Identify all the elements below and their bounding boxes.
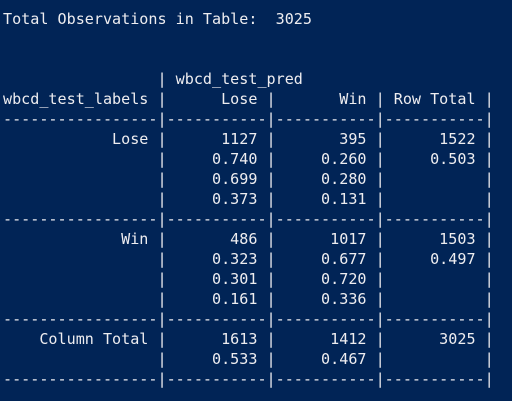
crosstab-row-lose-table-proportions: | 0.373 | 0.131 | |: [3, 190, 494, 208]
crosstab-row-lose-col-proportions: | 0.699 | 0.280 | |: [3, 170, 494, 188]
crosstab-separator: -----------------|-----------|----------…: [3, 310, 494, 328]
crosstab-column-total-proportions: | 0.533 | 0.467 | |: [3, 350, 494, 368]
crosstab-separator: -----------------|-----------|----------…: [3, 370, 494, 388]
blank-line: [3, 29, 512, 49]
crosstab-row-lose-counts: Lose | 1127 | 395 | 1522 |: [3, 130, 494, 148]
crosstab-column-total-counts: Column Total | 1613 | 1412 | 3025 |: [3, 330, 494, 348]
crosstab-separator: -----------------|-----------|----------…: [3, 210, 494, 228]
total-observations-line: Total Observations in Table: 3025: [3, 10, 312, 28]
crosstab-row-lose-row-proportions: | 0.740 | 0.260 | 0.503 |: [3, 150, 494, 168]
crosstab-row-win-counts: Win | 486 | 1017 | 1503 |: [3, 230, 494, 248]
crosstab-header-row: wbcd_test_labels | Lose | Win | Row Tota…: [3, 90, 494, 108]
crosstab-row-win-row-proportions: | 0.323 | 0.677 | 0.497 |: [3, 250, 494, 268]
crosstab-column-variable-header: | wbcd_test_pred: [3, 70, 303, 88]
crosstab-separator: -----------------|-----------|----------…: [3, 110, 494, 128]
blank-line: [3, 49, 512, 69]
crosstab-row-win-col-proportions: | 0.301 | 0.720 | |: [3, 270, 494, 288]
crosstab-row-win-table-proportions: | 0.161 | 0.336 | |: [3, 290, 494, 308]
